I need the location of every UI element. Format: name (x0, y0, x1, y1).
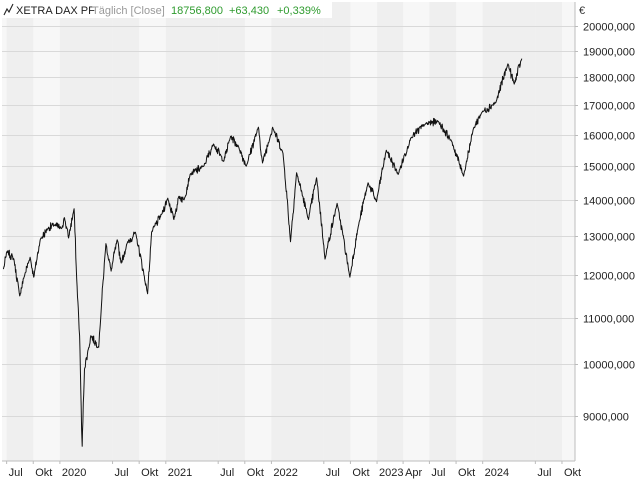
interval-mode-label[interactable]: Täglich [Close] (92, 5, 165, 17)
x-tick-label: Jul (220, 467, 234, 479)
x-tick-label: 2022 (273, 467, 297, 479)
x-tick-label: 2020 (62, 467, 86, 479)
symbol-label[interactable]: XETRA DAX PF (16, 5, 95, 17)
quarter-band (535, 2, 562, 461)
quarter-band (112, 2, 140, 461)
y-tick-label: 19000,000 (583, 47, 635, 59)
quarter-band (59, 2, 113, 461)
grid-lines (2, 26, 575, 417)
quarter-bands (6, 2, 562, 461)
y-tick-label: 12000,000 (583, 271, 635, 283)
y-tick-label: 9000,000 (583, 412, 629, 424)
x-tick-label: 2021 (168, 467, 192, 479)
line-chart-icon[interactable] (3, 3, 14, 16)
y-tick-label: 18000,000 (583, 73, 635, 85)
x-tick-label: Apr (405, 467, 422, 479)
last-value: 18756,800 (171, 5, 223, 17)
y-tick-label: 10000,000 (583, 360, 635, 372)
y-tick-label: 15000,000 (583, 162, 635, 174)
price-line[interactable] (2, 58, 523, 447)
quarter-band (271, 2, 324, 461)
x-tick-label: 2024 (485, 467, 509, 479)
quarter-band (482, 2, 536, 461)
x-tick-label: Jul (115, 467, 129, 479)
x-tick-label: Okt (564, 467, 581, 479)
chart-header: XETRA DAX PF Täglich [Close] 18756,800 +… (2, 2, 332, 18)
x-tick-label: Jul (431, 467, 445, 479)
x-axis: Jul Okt 2020 Jul Okt 2021 Jul Okt 2022 Jul Okt 2023… (6, 461, 581, 479)
x-tick-label: Jul (537, 467, 551, 479)
y-tick-label: 20000,000 (583, 22, 635, 34)
header-background (2, 2, 332, 18)
change-percent: +0,339% (277, 5, 321, 17)
x-tick-label: Jul (326, 467, 340, 479)
quarter-band (218, 2, 245, 461)
quarter-band (429, 2, 457, 461)
y-tick-label: 11000,000 (583, 314, 634, 326)
quarter-band (165, 2, 219, 461)
y-axis: 9000,000 10000,000 11000,000 12000,000 13000… (575, 22, 635, 424)
x-tick-label: Okt (35, 467, 52, 479)
y-tick-label: 17000,000 (583, 101, 635, 113)
y-tick-label: 14000,000 (583, 196, 635, 208)
x-tick-label: Okt (141, 467, 158, 479)
quarter-band (6, 2, 34, 461)
change-absolute: +63,430 (229, 5, 269, 17)
x-tick-label: Okt (458, 467, 475, 479)
x-tick-label: Okt (247, 467, 264, 479)
y-tick-label: 16000,000 (583, 131, 635, 143)
x-tick-label: Okt (352, 467, 369, 479)
y-tick-label: 13000,000 (583, 232, 635, 244)
quarter-band (323, 2, 351, 461)
x-tick-label: Jul (9, 467, 23, 479)
price-series[interactable] (2, 58, 523, 447)
currency-unit: € (579, 5, 585, 17)
quarter-band (377, 2, 404, 461)
x-tick-label: 2023 (379, 467, 403, 479)
